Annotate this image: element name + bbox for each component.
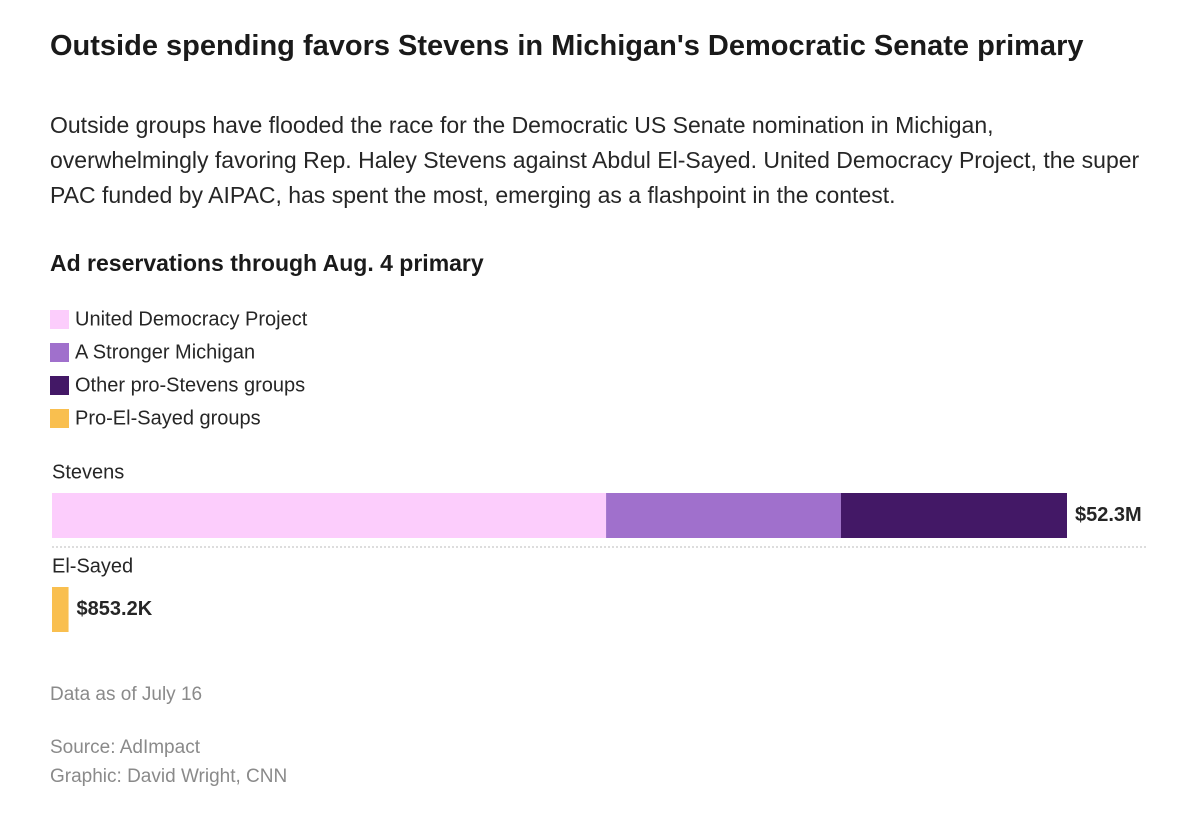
bar-segment: [52, 587, 69, 632]
chart: United Democracy Project A Stronger Michi…: [50, 308, 1147, 632]
credit: Graphic: David Wright, CNN: [50, 766, 288, 787]
legend-label: Pro-El-Sayed groups: [75, 407, 261, 429]
chart-heading: Ad reservations through Aug. 4 primary: [50, 250, 484, 276]
legend-label: United Democracy Project: [75, 308, 308, 330]
description: Outside groups have flooded the race for…: [50, 112, 1140, 208]
legend-swatch: [50, 343, 69, 362]
legend-swatch: [50, 409, 69, 428]
legend-swatch: [50, 376, 69, 395]
category-label: Stevens: [52, 461, 124, 483]
legend-swatch: [50, 310, 69, 329]
headline: Outside spending favors Stevens in Michi…: [50, 30, 1084, 62]
legend-label: Other pro-Stevens groups: [75, 374, 305, 396]
total-label: $853.2K: [77, 598, 153, 620]
bar-segment: [52, 493, 607, 538]
note: Data as of July 16: [50, 684, 203, 705]
category-label: El-Sayed: [52, 555, 133, 577]
source: Source: AdImpact: [50, 737, 200, 758]
bar-segment: [840, 493, 1067, 538]
bar-segment: [606, 493, 841, 538]
legend-label: A Stronger Michigan: [75, 341, 255, 363]
total-label: $52.3M: [1075, 504, 1142, 526]
